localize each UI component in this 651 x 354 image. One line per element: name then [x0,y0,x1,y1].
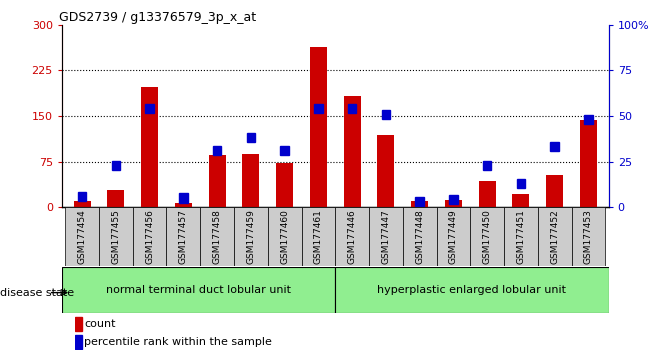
Bar [470,207,504,266]
Bar [551,142,559,152]
Text: GSM177455: GSM177455 [111,209,120,264]
Bar [201,207,234,266]
Bar [167,207,201,266]
Text: GSM177451: GSM177451 [516,209,525,264]
Text: count: count [85,319,116,329]
Text: GSM177456: GSM177456 [145,209,154,264]
Bar [335,267,609,313]
Bar [62,267,335,313]
Text: GSM177457: GSM177457 [179,209,188,264]
Bar [415,197,424,206]
Bar [242,154,259,207]
Text: GSM177452: GSM177452 [550,209,559,264]
Bar [517,179,525,188]
Bar [133,207,167,266]
Bar [411,201,428,207]
Bar [107,190,124,207]
Bar [247,133,255,142]
Text: GSM177448: GSM177448 [415,209,424,264]
Bar [483,161,492,170]
Bar [381,109,390,119]
Bar [445,200,462,207]
Bar [546,176,563,207]
Bar [335,207,369,266]
Bar [145,104,154,113]
Bar [478,181,495,207]
Bar [512,194,529,207]
Bar [75,317,82,331]
Text: normal terminal duct lobular unit: normal terminal duct lobular unit [106,285,291,295]
Text: GSM177458: GSM177458 [213,209,221,264]
Text: GSM177454: GSM177454 [77,209,87,264]
Text: percentile rank within the sample: percentile rank within the sample [85,337,272,347]
Bar [141,87,158,207]
Bar [75,335,82,349]
Text: GSM177461: GSM177461 [314,209,323,264]
Bar [314,104,323,113]
Bar [348,104,356,113]
Bar [281,146,289,155]
Text: GSM177449: GSM177449 [449,209,458,264]
Bar [584,115,592,124]
Bar [403,207,437,266]
Bar [78,192,87,201]
Bar [310,47,327,207]
Bar [437,207,470,266]
Bar [99,207,133,266]
Bar [378,135,395,207]
Text: disease state: disease state [0,287,74,298]
Bar [175,203,192,207]
Text: GSM177450: GSM177450 [482,209,492,264]
Bar [449,195,458,204]
Bar [276,163,293,207]
Bar [580,120,597,207]
Bar [572,207,605,266]
Text: GSM177459: GSM177459 [246,209,255,264]
Bar [209,155,225,207]
Text: GSM177460: GSM177460 [280,209,289,264]
Text: GSM177453: GSM177453 [584,209,593,264]
Bar [74,201,90,207]
Bar [65,207,99,266]
Text: GSM177447: GSM177447 [381,209,391,264]
Text: hyperplastic enlarged lobular unit: hyperplastic enlarged lobular unit [378,285,566,295]
Bar [369,207,403,266]
Bar [179,193,187,202]
Bar [213,146,221,155]
Bar [504,207,538,266]
Bar [344,96,361,207]
Text: GDS2739 / g13376579_3p_x_at: GDS2739 / g13376579_3p_x_at [59,11,256,24]
Bar [111,161,120,170]
Bar [234,207,268,266]
Bar [538,207,572,266]
Bar [268,207,301,266]
Text: GSM177446: GSM177446 [348,209,357,264]
Bar [301,207,335,266]
